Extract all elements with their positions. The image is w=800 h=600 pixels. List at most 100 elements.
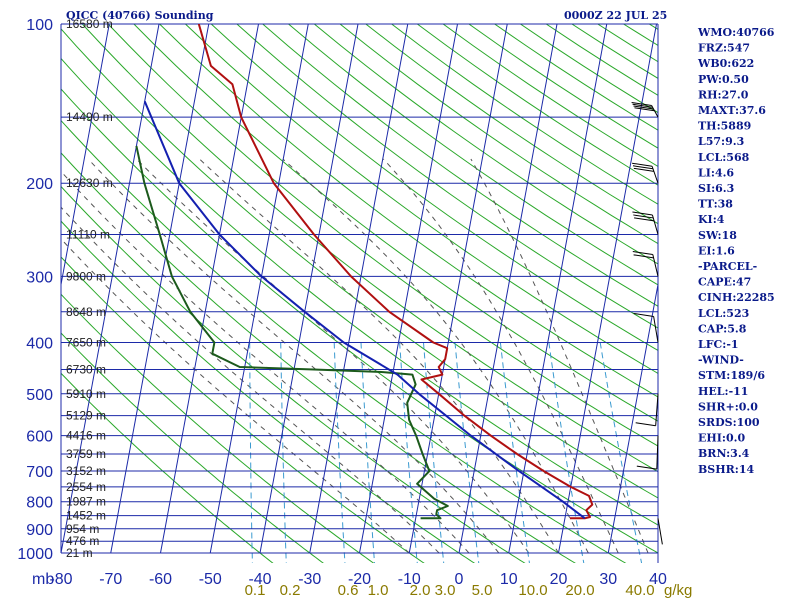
mixing-ratio-label: 5.0: [472, 582, 493, 599]
dry-adiabat-line: [61, 185, 526, 563]
stability-index-line: CINH:22285: [698, 291, 775, 304]
isobars: [60, 23, 659, 563]
temperature-tick-label: -40: [248, 571, 271, 588]
dry-adiabat-line: [236, 24, 658, 329]
dry-adiabat-line: [288, 24, 658, 286]
mixing-ratio-line: [280, 342, 287, 563]
dry-adiabat-line: [313, 24, 658, 265]
mixing-ratio-labels: 0.1 0.2 0.6 1.0 2.0 3.0 5.0 10.0 20.0 40.0 g/kg: [245, 582, 693, 599]
mixing-ratio-line: [333, 342, 346, 563]
mixing-ratio-line: [499, 342, 530, 563]
dry-adiabat-line: [61, 372, 274, 563]
sounding-series-line-1: [135, 145, 449, 520]
mixing-ratio-unit: g/kg: [664, 582, 692, 599]
temperature-tick-label: -10: [398, 571, 421, 588]
temperature-tick-label: 20: [550, 571, 568, 588]
wind-barb: [636, 435, 659, 470]
dry-adiabat-line: [61, 152, 576, 563]
wind-barb: [632, 162, 659, 184]
isotherm-line: [359, 24, 458, 554]
stability-index-line: LCL:523: [698, 307, 749, 320]
temperature-tick-label: 10: [500, 571, 518, 588]
temperature-tick-label: -70: [99, 571, 122, 588]
height-label: 476 m: [66, 534, 99, 548]
wind-barb: [632, 211, 659, 235]
dry-adiabat-line: [61, 57, 658, 526]
mixing-ratio-label: 0.2: [280, 582, 301, 599]
isotherm-line: [458, 24, 558, 554]
wind-barb: [633, 312, 659, 343]
moist-adiabat-line: [136, 158, 530, 554]
stability-index-line: -PARCEL-: [698, 260, 757, 273]
height-label: 14490 m: [66, 110, 113, 124]
dry-adiabat-line: [339, 24, 658, 245]
height-label: 9800 m: [66, 269, 106, 283]
mixing-ratio-line: [548, 342, 585, 563]
stability-index-line: SHR+:0.0: [698, 400, 758, 413]
height-label: 5910 m: [66, 387, 106, 401]
dry-adiabat-line: [61, 293, 375, 563]
height-label: 4416 m: [66, 429, 106, 443]
height-label: 2554 m: [66, 480, 106, 494]
pressure-tick-label: 500: [26, 387, 53, 404]
sounding-series: [135, 24, 594, 520]
mixing-ratio-label: 20.0: [565, 582, 594, 599]
stability-index-line: EI:1.6: [698, 244, 735, 257]
temperature-tick-label: -80: [49, 571, 72, 588]
stability-index-line: STM:189/6: [698, 369, 765, 382]
stability-index-line: LI:4.6: [698, 166, 734, 179]
wind-barb: [631, 102, 659, 118]
mixing-ratio-line: [360, 342, 376, 563]
isotherm-line: [61, 24, 160, 554]
temperature-tick-label: 40: [649, 571, 667, 588]
wind-barb: [635, 393, 659, 427]
mixing-ratio-label: 0.1: [245, 582, 266, 599]
stability-index-line: KI:4: [698, 213, 725, 226]
isotherm-line: [508, 24, 608, 554]
isotherm-line: [259, 24, 359, 554]
mixing-ratio-line: [454, 342, 480, 563]
isotherm-line: [209, 24, 309, 554]
temperature-tick-label: 30: [599, 571, 617, 588]
stability-index-line: HEL:-11: [698, 385, 748, 398]
isotherm-line: [607, 281, 658, 554]
moist-adiabat-line: [382, 158, 619, 554]
height-label: 1987 m: [66, 495, 106, 509]
sounding-series-line-0: [197, 24, 594, 520]
stability-index-line: CAPE:47: [698, 276, 751, 289]
pressure-tick-label: 800: [26, 495, 53, 512]
height-label: 12630 m: [66, 176, 113, 190]
wind-barb: [632, 251, 659, 277]
pressure-unit-label: mb: [32, 571, 54, 588]
height-label: 3759 m: [66, 447, 106, 461]
mixing-ratio-label: 3.0: [435, 582, 456, 599]
stability-index-line: SRDS:100: [698, 416, 760, 429]
height-label: 6730 m: [66, 363, 106, 377]
isotherm-line: [160, 24, 259, 554]
stability-indices: WMO:40766 FRZ:547 WB0:622 PW:0.50 RH:27.0 MAX…: [697, 26, 775, 476]
height-label: 21 m: [66, 546, 93, 560]
pressure-tick-label: 600: [26, 429, 53, 446]
temperature-tick-label: -20: [348, 571, 371, 588]
height-label: 1452 m: [66, 509, 106, 523]
pressure-tick-label: 300: [26, 269, 53, 286]
stability-index-line: WB0:622: [697, 57, 754, 70]
dry-adiabat-line: [61, 332, 324, 563]
wind-barb: [657, 518, 663, 545]
moist-adiabat-line: [87, 158, 500, 554]
stability-index-line: MAXT:37.6: [698, 104, 766, 117]
moist-adiabat-line: [199, 158, 559, 554]
stability-index-line: CAP:5.8: [698, 322, 747, 335]
stability-index-line: LCL:568: [698, 151, 750, 164]
stability-index-line: BRN:3.4: [698, 447, 750, 460]
mixing-ratio-line: [423, 342, 445, 563]
dry-adiabat-line: [133, 24, 658, 422]
height-label: 11110 m: [66, 228, 110, 242]
pressure-tick-label: 400: [26, 335, 53, 352]
stability-index-line: FRZ:547: [698, 42, 750, 55]
height-label: 3152 m: [66, 464, 106, 478]
temperature-tick-label: -30: [298, 571, 321, 588]
dry-adiabat-line: [262, 24, 658, 307]
